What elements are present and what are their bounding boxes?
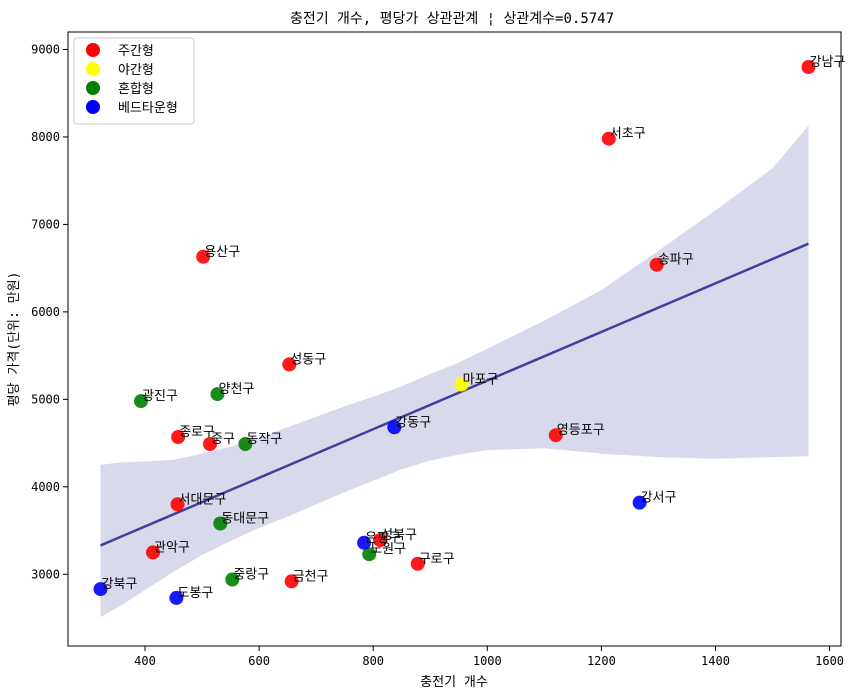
legend-entry: 주간형 <box>118 44 154 59</box>
point-label: 성동구 <box>290 352 326 367</box>
x-tick-label: 1200 <box>587 654 616 668</box>
legend-entry: 베드타운형 <box>118 101 178 116</box>
point-label: 강북구 <box>102 577 138 592</box>
point-label: 강남구 <box>810 55 846 70</box>
x-tick-label: 400 <box>134 654 156 668</box>
point-label: 마포구 <box>463 373 499 388</box>
y-axis-ticks: 3000 4000 5000 6000 7000 8000 9000 <box>31 42 68 581</box>
regression-line-layer <box>100 242 809 547</box>
legend-entry: 야간형 <box>118 63 154 78</box>
y-axis-label: 평당 가격(단위: 만원) <box>7 272 22 407</box>
scatter-point <box>362 547 377 562</box>
legend-entry: 혼합형 <box>118 82 154 97</box>
point-label: 용산구 <box>204 245 240 260</box>
legend-frame <box>73 37 195 125</box>
scatter-point <box>282 357 297 372</box>
confidence-band-layer <box>100 125 809 618</box>
scatter-point <box>284 574 299 589</box>
regression-line <box>100 242 809 547</box>
point-label: 광진구 <box>142 389 178 404</box>
y-tick-label: 3000 <box>31 567 60 581</box>
scatter-points-layer <box>93 60 816 605</box>
chart-title: 충전기 개수, 평당가 상관관계 ¦ 상관계수=0.5747 <box>290 11 614 27</box>
scatter-point <box>169 590 184 605</box>
point-label: 노원구 <box>370 542 406 557</box>
point-label: 중구 <box>211 432 235 447</box>
y-tick-label: 6000 <box>31 305 60 319</box>
scatter-point <box>373 533 388 548</box>
y-tick-label: 7000 <box>31 217 60 231</box>
scatter-point <box>410 556 425 571</box>
point-label: 구로구 <box>419 552 455 567</box>
y-tick-label: 4000 <box>31 480 60 494</box>
point-label: 은평구 <box>365 531 401 546</box>
legend-marker <box>86 100 100 114</box>
x-axis-ticks: 400 600 800 1000 1200 1400 1600 <box>134 646 844 668</box>
scatter-point <box>146 545 160 560</box>
scatter-point <box>171 430 186 444</box>
x-axis-label: 충전기 개수 <box>420 675 488 690</box>
point-label: 양천구 <box>219 382 255 397</box>
scatter-point <box>387 420 402 435</box>
scatter-point <box>203 437 217 451</box>
point-label: 서대문구 <box>179 492 227 507</box>
point-label: 영등포구 <box>557 423 605 438</box>
point-label: 서초구 <box>610 127 646 142</box>
point-label: 송파구 <box>658 253 694 268</box>
y-tick-label: 9000 <box>31 42 60 56</box>
point-label: 동작구 <box>246 432 282 447</box>
scatter-point <box>196 249 211 264</box>
y-tick-label: 5000 <box>31 392 60 406</box>
x-tick-label: 600 <box>248 654 270 668</box>
point-label: 중랑구 <box>233 568 269 583</box>
point-label: 관악구 <box>154 540 190 555</box>
legend-marker <box>86 43 100 57</box>
x-tick-label: 1400 <box>701 654 730 668</box>
scatter-point <box>225 572 240 587</box>
scatter-point <box>649 257 664 272</box>
scatter-point <box>238 437 253 451</box>
scatter-point <box>601 131 616 146</box>
confidence-band <box>100 125 809 618</box>
scatter-point <box>134 394 148 409</box>
point-label: 성북구 <box>381 528 417 543</box>
scatter-point <box>213 516 228 531</box>
legend-marker <box>86 81 100 95</box>
scatter-point <box>548 428 563 443</box>
scatter-point <box>357 535 372 550</box>
x-tick-label: 1000 <box>473 654 502 668</box>
y-tick-label: 8000 <box>31 130 60 144</box>
point-label: 강동구 <box>395 415 431 430</box>
point-label: 도봉구 <box>177 586 213 601</box>
scatter-point <box>632 495 647 510</box>
scatter-point <box>210 387 225 402</box>
scatter-point <box>170 497 185 512</box>
x-tick-label: 800 <box>362 654 384 668</box>
point-label: 강서구 <box>641 491 677 506</box>
legend-marker <box>86 62 100 76</box>
x-tick-label: 1600 <box>815 654 844 668</box>
point-label: 동대문구 <box>221 512 269 527</box>
point-label: 종로구 <box>179 425 215 440</box>
scatter-point <box>801 60 816 74</box>
point-label: 금천구 <box>293 569 329 584</box>
scatter-point <box>454 377 469 392</box>
scatter-point <box>93 582 108 597</box>
plot-frame <box>67 31 842 647</box>
